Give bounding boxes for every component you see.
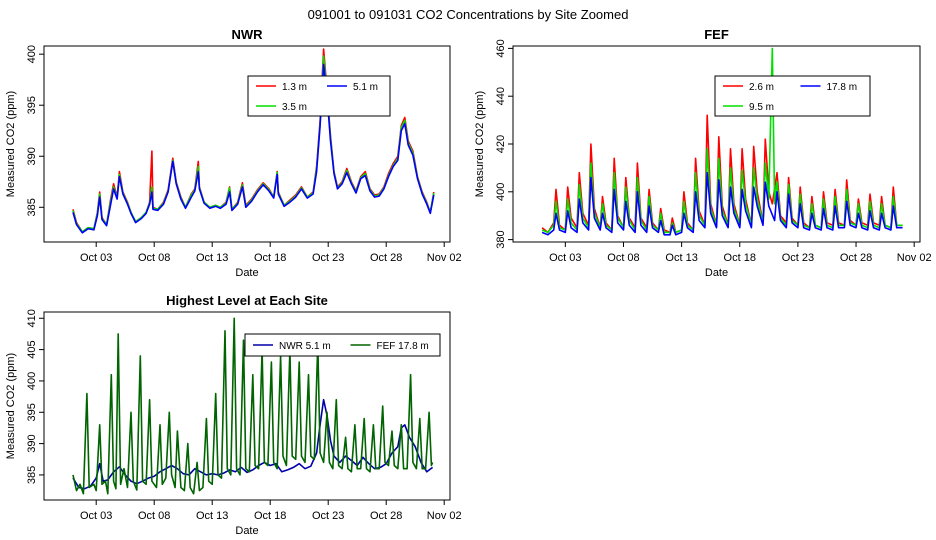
chart-highest-level: Highest Level at Each Site Oct 03 Oct 08 Oc… (5, 293, 462, 537)
highest-level-at-each-site-x-axis-label: Date (235, 525, 258, 537)
highest-level-at-each-site-x-tick-label: Oct 03 (80, 510, 112, 522)
nwr-y-tick-label: 395 (26, 96, 38, 114)
nwr-x-tick-label: Oct 23 (312, 252, 344, 264)
nwr-legend: 1.3 m 3.5 m 5.1 m (247, 75, 391, 117)
nwr-x-tick-label: Oct 13 (196, 252, 228, 264)
highest-level-at-each-site-x-tick-label: Oct 13 (196, 510, 228, 522)
highest-level-at-each-site-legend-label-fef-17-8-m: FEF 17.8 m (377, 341, 429, 352)
highest-level-at-each-site-y-tick-label: 395 (26, 403, 38, 421)
nwr-legend-box (247, 75, 391, 117)
nwr-title: NWR (231, 27, 263, 42)
highest-level-at-each-site-legend-box (244, 333, 441, 357)
highest-level-at-each-site-y-tick-label: 390 (26, 434, 38, 452)
figure-title: 091001 to 091031 CO2 Concentrations by S… (308, 7, 629, 22)
fef-legend-label-2-6-m: 2.6 m (749, 82, 774, 93)
highest-level-at-each-site-title: Highest Level at Each Site (166, 293, 328, 308)
highest-level-at-each-site-x-tick-label: Nov 02 (427, 510, 462, 522)
fef-series-17-8-m (541, 171, 903, 236)
fef-y-tick-label: 400 (495, 183, 507, 201)
nwr-legend-label-1-3-m: 1.3 m (282, 82, 307, 93)
fef-legend-label-9-5-m: 9.5 m (749, 102, 774, 113)
chart-fef: FEF Oct 03 Oct 08 Oct 13 Oct 18 Oct 23 Oct 28 N… (474, 27, 932, 279)
fef-x-tick-label: Oct 28 (840, 252, 872, 264)
fef-y-axis-label: Measured CO2 (ppm) (474, 91, 486, 197)
fef-y-tick-label: 420 (495, 135, 507, 153)
nwr-y-axis-label: Measured CO2 (ppm) (5, 91, 17, 197)
nwr-x-tick-label: Oct 03 (80, 252, 112, 264)
fef-legend-box (714, 75, 871, 117)
highest-level-at-each-site-x-tick-label: Oct 18 (254, 510, 286, 522)
fef-x-tick-label: Oct 03 (549, 252, 581, 264)
fef-x-tick-label: Oct 08 (607, 252, 639, 264)
nwr-y-tick-label: 400 (26, 45, 38, 63)
fef-y-tick-label: 380 (495, 230, 507, 248)
fef-series-9-5-m (541, 47, 903, 234)
nwr-series-5-1-m (72, 63, 435, 234)
nwr-x-axis-label: Date (235, 267, 258, 279)
fef-legend-label-17-8-m: 17.8 m (827, 82, 858, 93)
highest-level-at-each-site-plot-frame (43, 311, 451, 501)
highest-level-at-each-site-y-tick-label: 385 (26, 466, 38, 484)
fef-x-tick-label: Oct 13 (665, 252, 697, 264)
nwr-x-tick-label: Oct 28 (370, 252, 402, 264)
highest-level-at-each-site-y-tick-label: 405 (26, 340, 38, 358)
highest-level-at-each-site-x-tick-label: Oct 08 (138, 510, 170, 522)
fef-x-axis-label: Date (705, 267, 728, 279)
highest-level-at-each-site-y-axis-label: Measured CO2 (ppm) (5, 353, 17, 459)
fef-x-tick-label: Oct 23 (782, 252, 814, 264)
nwr-plot-frame (43, 45, 451, 243)
chart-nwr: NWR Oct 03 Oct 08 Oct 13 Oct 18 Oct 23 Oct 28 N… (5, 27, 462, 279)
nwr-y-tick-label: 390 (26, 147, 38, 165)
nwr-x-tick-label: Nov 02 (427, 252, 462, 264)
highest-level-at-each-site-legend: NWR 5.1 m FEF 17.8 m (244, 333, 441, 357)
highest-level-at-each-site-x-tick-label: Oct 28 (370, 510, 402, 522)
highest-level-at-each-site-x-tick-label: Oct 23 (312, 510, 344, 522)
highest-level-at-each-site-series-fef-17-8-m (72, 317, 434, 495)
nwr-legend-label-3-5-m: 3.5 m (282, 102, 307, 113)
fef-legend: 2.6 m 9.5 m 17.8 m (714, 75, 871, 117)
fef-y-tick-label: 440 (495, 87, 507, 105)
fef-x-tick-label: Oct 18 (724, 252, 756, 264)
highest-level-at-each-site-y-tick-label: 410 (26, 309, 38, 327)
nwr-legend-label-5-1-m: 5.1 m (353, 82, 378, 93)
nwr-x-tick-label: Oct 18 (254, 252, 286, 264)
nwr-x-tick-label: Oct 08 (138, 252, 170, 264)
highest-level-at-each-site-y-tick-label: 400 (26, 372, 38, 390)
fef-x-tick-label: Nov 02 (897, 252, 932, 264)
fef-y-tick-label: 460 (495, 39, 507, 57)
fef-title: FEF (704, 27, 729, 42)
highest-level-at-each-site-legend-label-nwr-5-1-m: NWR 5.1 m (279, 341, 331, 352)
nwr-y-tick-label: 385 (26, 198, 38, 216)
